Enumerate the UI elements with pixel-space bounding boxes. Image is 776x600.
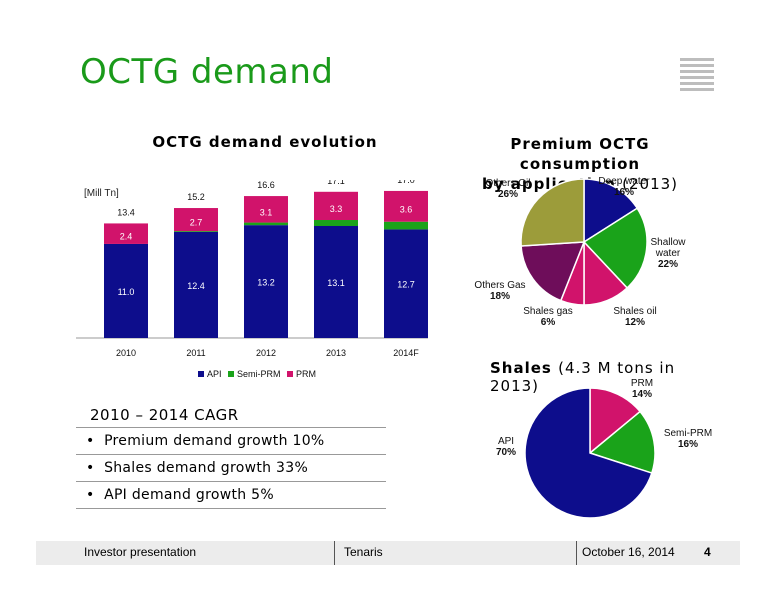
pie-slice <box>589 387 642 455</box>
slice-label: API 70% <box>496 436 516 458</box>
bar-segment-prm <box>104 223 148 244</box>
data-label: 13.1 <box>327 278 345 288</box>
footer-divider <box>576 541 577 565</box>
bar-segment-semi-prm <box>244 222 288 226</box>
shales-pie-title-bold: Shales <box>490 359 552 377</box>
data-label: 11.0 <box>118 287 135 297</box>
company-logo <box>680 58 714 94</box>
data-label: 3.6 <box>400 204 413 214</box>
x-tick-label: 2011 <box>186 348 205 358</box>
legend-entry: API <box>207 369 222 379</box>
shales-pie-title-rest: (4.3 M tons in 2013) <box>490 359 676 395</box>
total-label: 15.2 <box>187 192 205 202</box>
slice-label: PRM 14% <box>631 378 653 400</box>
bar-segment-prm <box>384 190 428 222</box>
page-title: OCTG demand <box>80 52 334 92</box>
footer-date: October 16, 2014 <box>582 545 675 559</box>
total-label: 13.4 <box>117 207 135 217</box>
cagr-item: • Shales demand growth 33% <box>76 455 386 482</box>
data-label: 12.4 <box>187 281 205 291</box>
slice-label: Shallow water 22% <box>650 237 686 270</box>
legend-entry: PRM <box>296 369 316 379</box>
cagr-panel: 2010 – 2014 CAGR • Premium demand growth… <box>76 402 386 509</box>
cagr-item-text: Premium demand growth 10% <box>104 433 325 449</box>
bar-segment-api <box>384 229 428 338</box>
total-label: 17.1 <box>327 180 345 186</box>
page-number: 4 <box>704 545 711 559</box>
bar-chart-title: OCTG demand evolution <box>152 133 378 151</box>
legend-swatch <box>228 371 234 377</box>
footer-left-text: Investor presentation <box>84 545 197 559</box>
cagr-item: • Premium demand growth 10% <box>76 428 386 455</box>
premium-pie-title: Premium OCTG consumption by application … <box>450 134 710 194</box>
data-label: 13.2 <box>257 278 275 288</box>
total-label: 17.0 <box>397 180 415 185</box>
bar-segment-api <box>244 225 288 338</box>
legend-swatch <box>198 371 204 377</box>
legend-entry: Semi-PRM <box>237 369 281 379</box>
cagr-item-text: API demand growth 5% <box>104 487 274 503</box>
cagr-item: • API demand growth 5% <box>76 482 386 509</box>
footer-center-text: Tenaris <box>344 545 383 559</box>
shales-pie-chart: PRM 14% Semi-PRM 16% API 70% <box>496 378 712 519</box>
premium-pie-title-line1: Premium OCTG consumption <box>510 135 650 173</box>
bar-segment-api <box>314 225 358 338</box>
pie-slice <box>520 178 585 247</box>
legend-swatch <box>287 371 293 377</box>
pie-slice <box>520 241 586 302</box>
slice-label: Shales oil 12% <box>613 306 656 328</box>
x-tick-label: 2013 <box>326 348 346 358</box>
data-label: 2.7 <box>190 218 203 228</box>
data-label: 3.3 <box>330 204 343 214</box>
footer-divider <box>334 541 335 565</box>
bar-segment-semi-prm <box>384 221 428 230</box>
bar-segment-api <box>104 243 148 338</box>
slice-label: Semi-PRM 16% <box>664 428 712 450</box>
x-tick-label: 2010 <box>116 348 136 358</box>
cagr-item-text: Shales demand growth 33% <box>104 460 309 476</box>
unit-label: [Mill Tn] <box>84 188 119 199</box>
total-label: 16.6 <box>257 180 275 190</box>
bar-segment-prm <box>174 208 218 232</box>
pie-slice <box>524 387 653 519</box>
pie-slice <box>582 207 648 289</box>
bar-chart: [Mill Tn]11.02.413.4201012.40.12.715.220… <box>76 180 428 379</box>
pie-slice <box>583 178 639 244</box>
data-label: 2.4 <box>120 232 133 242</box>
bar-segment-prm <box>244 196 288 223</box>
shales-pie-title: Shales (4.3 M tons in 2013) <box>490 359 720 395</box>
bar-segment-semi-prm <box>314 220 358 226</box>
premium-pie-chart: Deep water 16% Shallow water 22% Shales oil 12… <box>474 176 686 328</box>
cagr-heading: 2010 – 2014 CAGR <box>76 402 386 428</box>
bar-segment-semi-prm <box>174 231 218 232</box>
bar-segment-prm <box>314 191 358 221</box>
x-tick-label: 2014F <box>393 348 419 358</box>
x-tick-label: 2012 <box>256 348 276 358</box>
slice-label: Deep water 16% <box>598 176 650 198</box>
premium-pie-title-year: (2013) <box>622 175 679 193</box>
bar-segment-api <box>174 231 218 338</box>
footer-bar: Investor presentation Tenaris October 16… <box>36 541 740 565</box>
slice-label: Others Gas 18% <box>474 280 525 302</box>
slice-label: Shales gas 6% <box>523 306 572 328</box>
slice-label: Others Oil 26% <box>485 178 530 200</box>
data-label: 12.7 <box>397 280 415 290</box>
data-label: 3.1 <box>260 207 273 217</box>
